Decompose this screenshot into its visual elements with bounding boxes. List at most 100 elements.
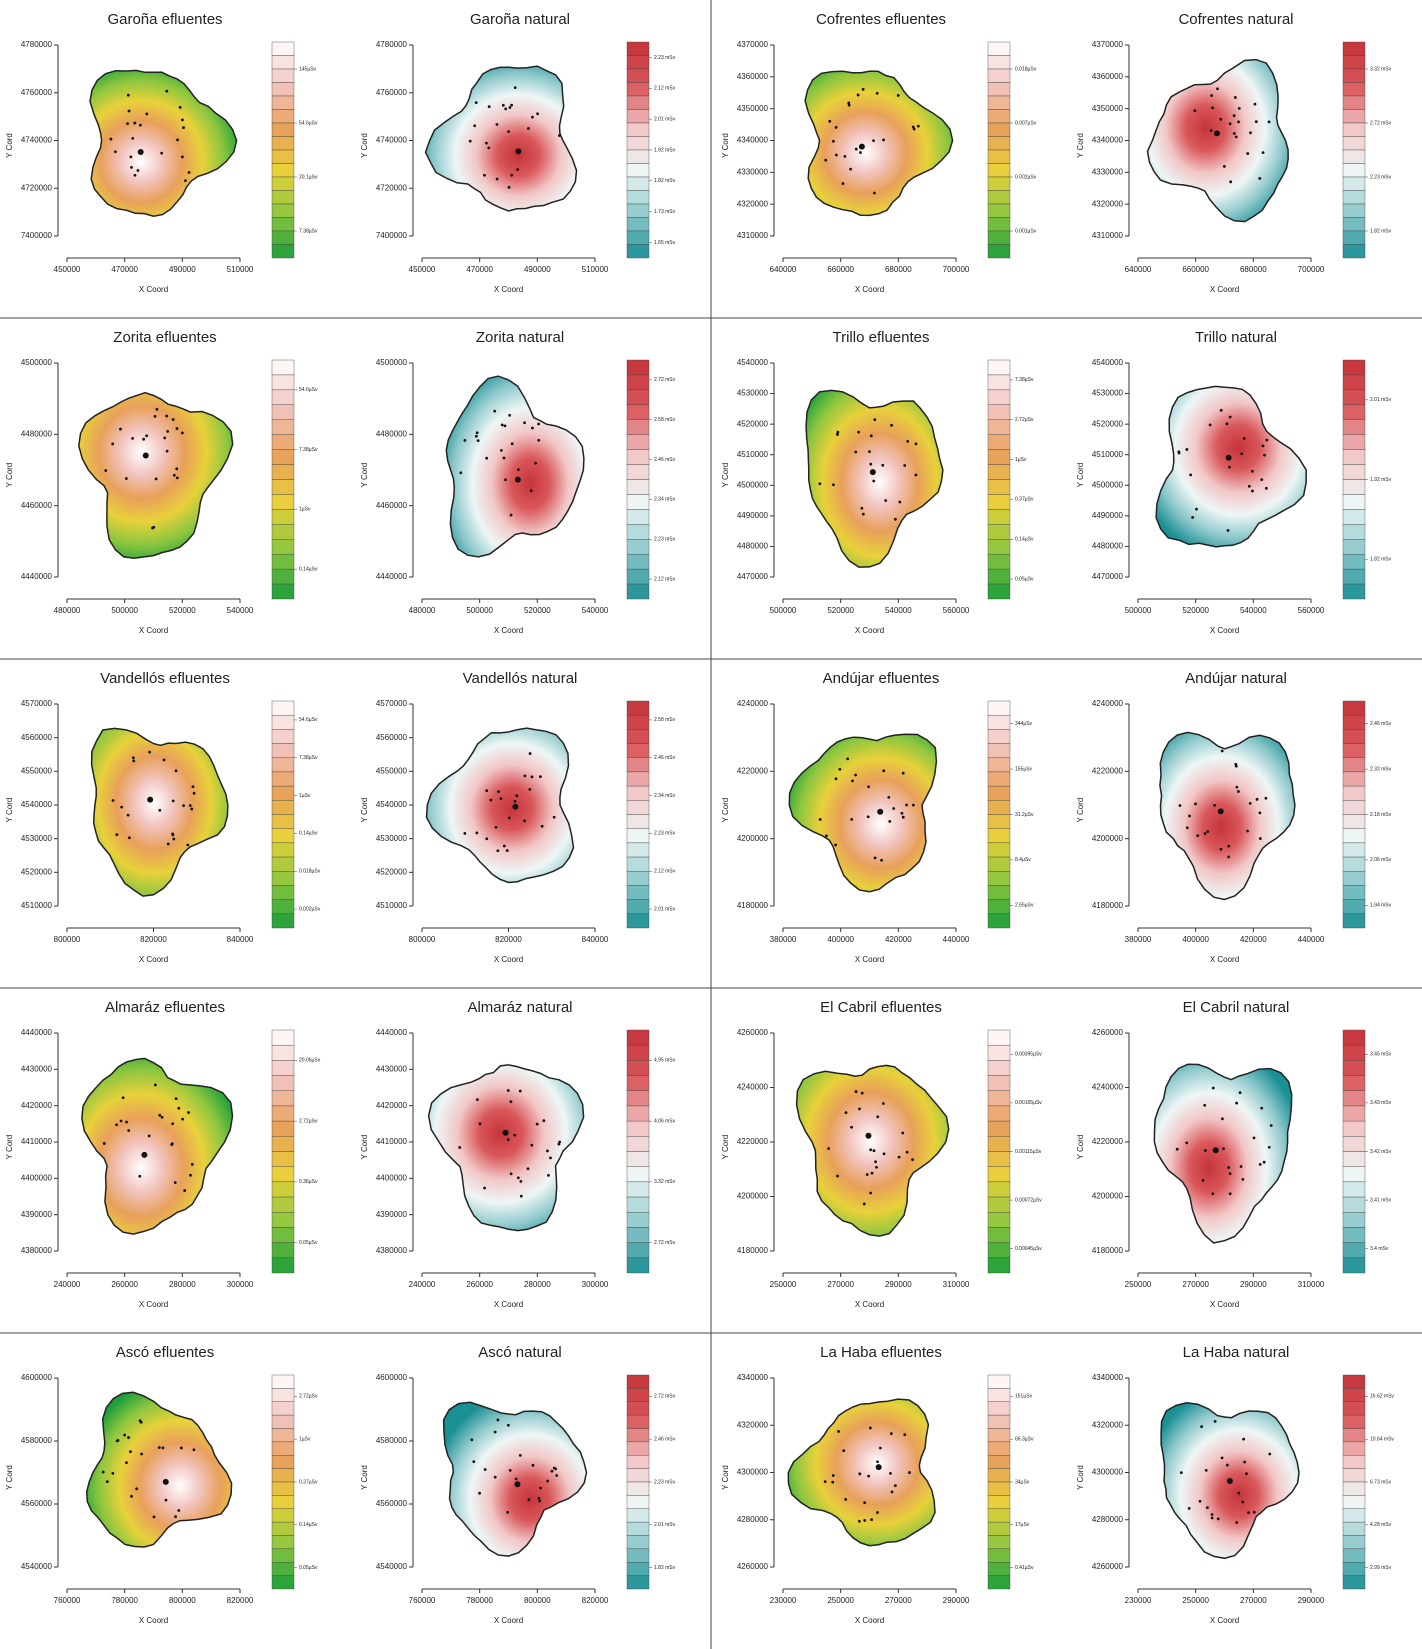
colorbar-segment <box>271 856 295 872</box>
sample-point <box>1228 1172 1232 1176</box>
colorbar-label: 0.05µSv <box>299 1240 318 1246</box>
colorbar-segment <box>987 1388 1011 1402</box>
sample-point <box>175 476 179 480</box>
colorbar-segment <box>987 1151 1011 1167</box>
colorbar-segment <box>987 1227 1011 1243</box>
sample-point <box>1252 1510 1256 1514</box>
sample-point <box>1254 120 1258 124</box>
y-axis-label: Y Cord <box>721 1135 730 1160</box>
colorbar-segment <box>271 785 295 801</box>
sample-point <box>102 1142 106 1145</box>
sample-point <box>516 1176 520 1180</box>
sample-point <box>109 137 113 141</box>
y-tick-label: 4430000 <box>376 1064 408 1073</box>
sample-point <box>513 799 517 803</box>
y-tick-label: 4260000 <box>1092 1562 1124 1571</box>
sample-point <box>140 1452 143 1456</box>
colorbar-segment <box>626 163 650 178</box>
sample-point <box>858 1472 862 1476</box>
colorbar-segment <box>987 434 1011 450</box>
x-tick-label: 440000 <box>1298 935 1325 944</box>
colorbar-label: 66.3µSv <box>1015 1437 1034 1443</box>
sample-point <box>818 482 822 486</box>
sample-point <box>505 849 509 852</box>
sample-point <box>531 1463 535 1467</box>
colorbar-label: 2.01 mSv <box>654 116 676 122</box>
sample-point <box>867 1474 871 1478</box>
x-tick-label: 290000 <box>885 1280 912 1289</box>
sample-point <box>114 150 117 154</box>
colorbar-segment <box>271 217 295 232</box>
x-tick-label: 490000 <box>524 265 551 274</box>
y-tick-label: 4390000 <box>376 1210 408 1219</box>
colorbar-segment <box>1342 1455 1366 1469</box>
sample-point <box>509 513 513 517</box>
map-region <box>1159 731 1296 901</box>
sample-point <box>1262 1160 1266 1164</box>
colorbar-segment <box>626 203 650 218</box>
y-axis-label: Y Cord <box>360 133 369 158</box>
sample-point <box>1268 1452 1272 1456</box>
colorbar-label: 31.2µSv <box>1015 812 1034 818</box>
x-tick-label: 280000 <box>169 1280 196 1289</box>
colorbar-segment <box>271 149 295 164</box>
map-panel: La Haba efluentes 4340000 4320000 4300000 42… <box>721 1344 1034 1625</box>
sample-point <box>1237 120 1240 124</box>
y-tick-label: 4760000 <box>21 88 53 97</box>
sample-point <box>1228 122 1232 126</box>
sample-point <box>558 134 561 137</box>
colorbar-segment <box>271 1166 295 1183</box>
colorbar-segment <box>271 568 295 585</box>
x-tick-label: 500000 <box>466 606 493 615</box>
y-tick-label: 4220000 <box>737 1137 769 1146</box>
colorbar-segment <box>271 899 295 915</box>
sample-point <box>903 1433 907 1437</box>
sample-point <box>1251 489 1254 493</box>
colorbar-segment <box>271 1227 295 1243</box>
sample-point <box>1227 855 1230 859</box>
y-tick-label: 4560000 <box>376 733 408 742</box>
sample-point <box>475 831 479 835</box>
colorbar-segment <box>626 1166 650 1183</box>
sample-point <box>866 815 870 819</box>
x-tick-label: 440000 <box>943 935 970 944</box>
colorbar-segment <box>271 203 295 218</box>
colorbar-segment <box>987 82 1011 97</box>
sample-point <box>494 825 498 829</box>
colorbar-segment <box>271 714 295 730</box>
map-panel: El Cabril efluentes 4260000 4240000 4220000… <box>721 999 1042 1309</box>
y-tick-label: 4370000 <box>1092 40 1124 49</box>
sample-point <box>1210 94 1213 97</box>
sample-point <box>861 512 865 516</box>
map-panel: Zorita efluentes 4500000 4480000 4460000 444… <box>5 329 318 635</box>
colorbar-segment <box>626 871 650 886</box>
sample-point <box>131 756 135 760</box>
x-tick-label: 680000 <box>885 265 912 274</box>
y-tick-label: 4180000 <box>1092 1246 1124 1255</box>
colorbar-segment <box>1342 1562 1366 1576</box>
sample-point <box>558 1140 562 1144</box>
colorbar-segment <box>626 1151 650 1167</box>
sample-point <box>1216 1517 1220 1521</box>
map-panel: El Cabril natural 4260000 4240000 4220000 42… <box>1076 999 1392 1309</box>
y-tick-label: 4540000 <box>21 1562 53 1571</box>
sample-point <box>131 137 135 140</box>
sample-point <box>123 1433 127 1437</box>
colorbar-segment <box>271 553 295 570</box>
colorbar-segment <box>987 1120 1011 1137</box>
colorbar-segment <box>271 1468 295 1483</box>
x-axis-label: X Coord <box>139 1300 168 1309</box>
sample-point <box>177 1106 181 1110</box>
sample-point <box>875 1165 878 1169</box>
colorbar-segment <box>626 374 650 391</box>
colorbar-segment <box>271 1388 295 1402</box>
colorbar-label: 7.38µSv <box>1015 377 1034 383</box>
sample-point <box>500 423 504 427</box>
colorbar-label: 2.58 mSv <box>654 717 676 723</box>
colorbar-segment <box>1342 217 1366 232</box>
sample-point <box>901 815 905 819</box>
colorbar-segment <box>271 1481 295 1496</box>
colorbar-segment <box>1342 1481 1366 1496</box>
sample-point <box>186 843 190 847</box>
colorbar-segment <box>271 244 295 259</box>
